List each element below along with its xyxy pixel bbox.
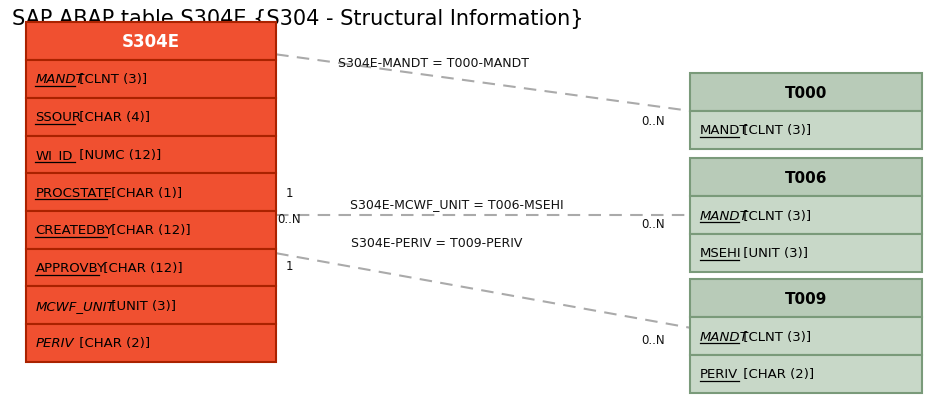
Text: 0..N: 0..N <box>641 218 665 231</box>
FancyBboxPatch shape <box>26 23 276 61</box>
FancyBboxPatch shape <box>690 159 922 197</box>
Text: [UNIT (3)]: [UNIT (3)] <box>739 247 808 260</box>
Text: 1: 1 <box>285 259 293 272</box>
Text: [CLNT (3)]: [CLNT (3)] <box>739 209 812 222</box>
Text: [NUMC (12)]: [NUMC (12)] <box>75 148 161 162</box>
FancyBboxPatch shape <box>26 211 276 249</box>
Text: WI_ID: WI_ID <box>35 148 73 162</box>
Text: [CLNT (3)]: [CLNT (3)] <box>739 330 812 343</box>
Text: SSOUR: SSOUR <box>35 111 81 124</box>
FancyBboxPatch shape <box>690 112 922 149</box>
Text: [CHAR (2)]: [CHAR (2)] <box>75 337 150 350</box>
FancyBboxPatch shape <box>690 74 922 112</box>
Text: 0..N: 0..N <box>641 333 665 346</box>
Text: MSEHI: MSEHI <box>700 247 742 260</box>
Text: CREATEDBY: CREATEDBY <box>35 224 113 237</box>
Text: MANDT: MANDT <box>35 73 84 86</box>
Text: S304E-PERIV = T009-PERIV: S304E-PERIV = T009-PERIV <box>351 237 522 250</box>
Text: S304E: S304E <box>122 33 180 51</box>
Text: S304E-MCWF_UNIT = T006-MSEHI: S304E-MCWF_UNIT = T006-MSEHI <box>351 198 564 211</box>
Text: APPROVBY: APPROVBY <box>35 261 105 274</box>
FancyBboxPatch shape <box>26 324 276 362</box>
FancyBboxPatch shape <box>26 287 276 324</box>
Text: PROCSTATE: PROCSTATE <box>35 186 112 199</box>
FancyBboxPatch shape <box>690 280 922 317</box>
Text: [CHAR (2)]: [CHAR (2)] <box>739 367 815 380</box>
Text: [CLNT (3)]: [CLNT (3)] <box>739 124 812 137</box>
Text: T009: T009 <box>785 291 828 306</box>
FancyBboxPatch shape <box>26 136 276 174</box>
Text: MANDT: MANDT <box>700 209 748 222</box>
Text: T000: T000 <box>785 85 828 100</box>
FancyBboxPatch shape <box>26 174 276 211</box>
FancyBboxPatch shape <box>26 99 276 136</box>
FancyBboxPatch shape <box>26 249 276 287</box>
Text: MANDT: MANDT <box>700 330 748 343</box>
Text: MANDT: MANDT <box>700 124 748 137</box>
FancyBboxPatch shape <box>690 317 922 355</box>
Text: [UNIT (3)]: [UNIT (3)] <box>106 299 175 312</box>
Text: SAP ABAP table S304E {S304 - Structural Information}: SAP ABAP table S304E {S304 - Structural … <box>12 9 584 29</box>
FancyBboxPatch shape <box>690 234 922 272</box>
Text: 1: 1 <box>285 187 293 200</box>
FancyBboxPatch shape <box>690 197 922 234</box>
Text: T006: T006 <box>785 171 828 185</box>
Text: [CHAR (12)]: [CHAR (12)] <box>99 261 183 274</box>
Text: 0..N: 0..N <box>641 115 665 128</box>
Text: [CHAR (12)]: [CHAR (12)] <box>106 224 190 237</box>
Text: S304E-MANDT = T000-MANDT: S304E-MANDT = T000-MANDT <box>339 57 529 70</box>
Text: PERIV: PERIV <box>35 337 74 350</box>
Text: MCWF_UNIT: MCWF_UNIT <box>35 299 115 312</box>
FancyBboxPatch shape <box>26 61 276 99</box>
Text: PERIV: PERIV <box>700 367 738 380</box>
Text: [CHAR (1)]: [CHAR (1)] <box>106 186 182 199</box>
Text: [CLNT (3)]: [CLNT (3)] <box>75 73 147 86</box>
Text: 0..N: 0..N <box>277 212 301 225</box>
Text: [CHAR (4)]: [CHAR (4)] <box>75 111 150 124</box>
FancyBboxPatch shape <box>690 355 922 393</box>
